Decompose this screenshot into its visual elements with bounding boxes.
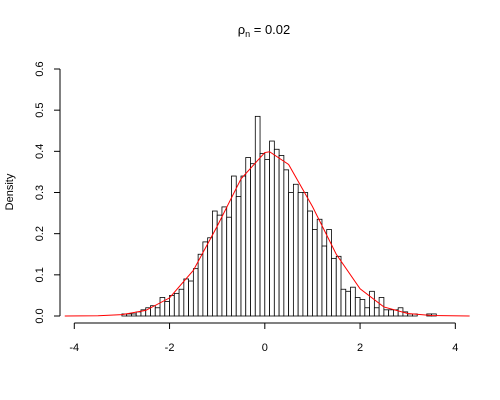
bar	[359, 299, 366, 317]
bar	[383, 309, 390, 317]
bar	[216, 214, 223, 317]
bar	[331, 257, 337, 317]
bar	[369, 290, 375, 317]
bar	[269, 140, 275, 317]
bar	[259, 152, 266, 317]
bar	[292, 183, 299, 317]
title-rest: = 0.02	[250, 22, 290, 37]
y-tick-label: 0.4	[34, 144, 46, 159]
bar	[350, 286, 356, 317]
x-tick-label: 2	[357, 342, 363, 354]
y-tick-label: 0.2	[34, 226, 46, 241]
bar	[278, 155, 285, 317]
bar	[250, 163, 256, 317]
chart-title: ρn = 0.02	[238, 22, 291, 39]
bar	[226, 216, 232, 317]
bar	[192, 268, 199, 317]
bar	[240, 175, 247, 317]
y-tick-label: 0.0	[34, 308, 46, 323]
bar	[364, 307, 370, 317]
bar	[135, 311, 142, 317]
bar	[340, 288, 347, 317]
bar	[221, 206, 228, 317]
bar	[288, 192, 294, 317]
bar	[354, 297, 361, 317]
bar	[164, 301, 170, 317]
bar	[169, 295, 175, 317]
bar	[297, 192, 304, 317]
bar	[388, 309, 394, 317]
bar	[183, 278, 190, 317]
x-tick-label: -2	[165, 342, 175, 354]
bar	[312, 229, 318, 317]
bar	[202, 241, 209, 317]
title-subscript: n	[245, 29, 250, 39]
bar	[173, 292, 180, 317]
y-tick-label: 0.1	[34, 267, 46, 282]
bar	[207, 237, 213, 317]
bar	[345, 290, 351, 317]
y-axis-label: Density	[4, 173, 16, 210]
bar	[126, 313, 132, 317]
bar	[373, 307, 380, 317]
bar	[254, 115, 261, 317]
bar	[264, 159, 270, 317]
bar	[178, 288, 185, 317]
y-tick-label: 0.5	[34, 103, 46, 118]
x-tick-label: 0	[262, 342, 268, 354]
density-line	[64, 151, 470, 317]
x-tick-label: 4	[452, 342, 458, 354]
bar	[302, 192, 309, 317]
bar	[321, 245, 328, 317]
y-tick-label: 0.3	[34, 185, 46, 200]
bar	[235, 196, 242, 317]
bar	[316, 218, 323, 317]
title-symbol: ρ	[238, 22, 245, 37]
bar	[197, 253, 204, 317]
x-tick-label: -4	[69, 342, 79, 354]
bar	[283, 169, 290, 317]
bar	[131, 313, 137, 317]
bar	[273, 148, 280, 317]
bar	[335, 255, 342, 317]
bar	[307, 210, 313, 317]
y-tick-label: 0.6	[34, 61, 46, 76]
bar	[245, 157, 251, 317]
bar	[154, 307, 161, 317]
bar	[188, 280, 194, 317]
